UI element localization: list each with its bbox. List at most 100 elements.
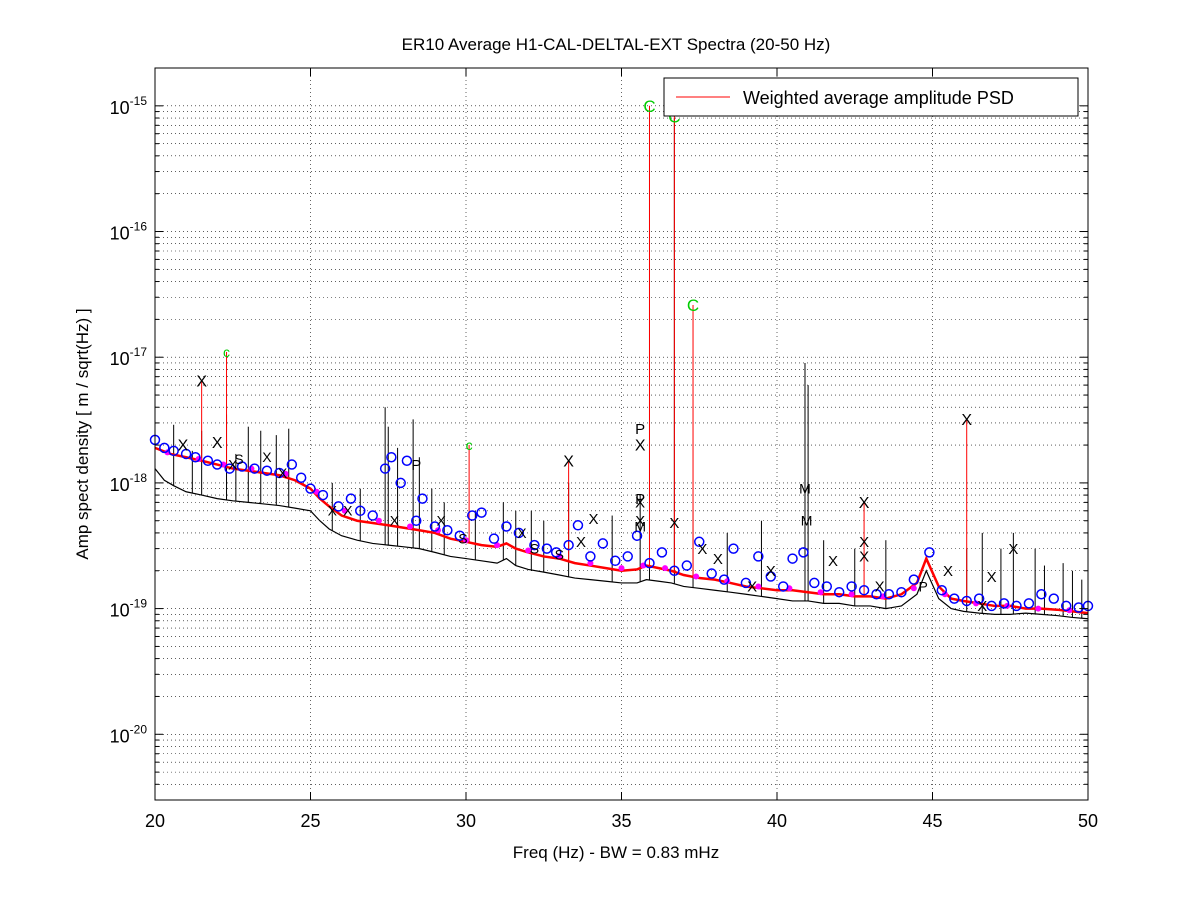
blue-circle-marker — [949, 593, 960, 604]
y-tick-exponent: -19 — [130, 597, 148, 611]
magenta-point — [463, 537, 469, 544]
line-marker: X — [669, 515, 679, 532]
blue-circle-marker — [694, 536, 705, 548]
blue-circle-marker — [644, 557, 655, 569]
magenta-point — [407, 523, 414, 530]
magenta-point — [1066, 607, 1073, 614]
blue-circle-marker — [501, 521, 512, 532]
x-tick-label: 45 — [922, 811, 942, 831]
blue-circle-marker — [798, 547, 809, 558]
magenta-point — [587, 560, 594, 567]
line-marker: X — [196, 373, 207, 390]
blue-circle-marker — [224, 463, 235, 474]
blue-circle-marker — [168, 445, 179, 457]
line-marker: P — [411, 457, 421, 474]
blue-circle-marker — [249, 463, 260, 474]
magenta-point — [618, 565, 625, 572]
blue-circle-marker — [631, 530, 643, 541]
blue-circle-marker — [410, 515, 422, 526]
line-marker: X — [987, 569, 997, 586]
magenta-point — [662, 565, 669, 572]
y-tick-exponent: -15 — [130, 94, 148, 108]
line-marker: X — [635, 513, 645, 530]
blue-circle-marker — [236, 461, 248, 472]
blue-circle-marker — [513, 527, 525, 539]
blue-circle-marker — [740, 577, 752, 589]
line-marker: X — [328, 503, 338, 519]
blue-circle-marker — [833, 586, 845, 598]
y-tick-label: 10-18 — [110, 471, 148, 495]
blue-circle-marker — [753, 551, 764, 562]
blue-circle-marker — [386, 451, 397, 463]
blue-circle-marker — [317, 489, 329, 501]
y-tick-base: 10 — [110, 475, 130, 495]
magenta-point — [341, 507, 348, 514]
line-marker: X — [875, 579, 885, 596]
line-marker: c — [223, 344, 230, 360]
line-marker: X — [228, 456, 238, 472]
blue-circle-marker — [1048, 593, 1060, 604]
line-marker: M — [801, 513, 813, 529]
blue-circle-marker — [858, 584, 870, 596]
blue-circle-marker — [541, 543, 553, 554]
line-marker: X — [828, 553, 838, 570]
line-marker: X — [635, 438, 646, 455]
line-marker: X — [747, 579, 757, 596]
x-tick-label: 25 — [300, 811, 320, 831]
line-marker: X — [178, 438, 189, 455]
magenta-point — [1035, 605, 1042, 612]
line-marker: X — [635, 495, 645, 512]
line-marker: X — [576, 534, 586, 551]
blue-circle-marker — [787, 553, 798, 564]
blue-circle-marker — [973, 593, 985, 604]
line-marker: c — [466, 437, 473, 453]
line-marker: X — [961, 412, 972, 429]
blue-circle-marker — [597, 538, 609, 549]
blue-circle-marker — [961, 595, 972, 607]
blue-circle-marker — [821, 581, 833, 592]
y-tick-exponent: -16 — [130, 220, 148, 234]
blue-circle-marker — [610, 555, 621, 567]
blue-circle-marker — [718, 574, 730, 585]
line-marker: S — [458, 531, 467, 547]
blue-circle-marker — [333, 501, 344, 512]
y-tick-base: 10 — [110, 224, 130, 244]
blue-circle-marker — [379, 463, 391, 474]
line-marker: X — [343, 503, 353, 519]
legend-label: Weighted average amplitude PSD — [743, 88, 1014, 108]
blue-circle-marker — [986, 600, 997, 612]
magenta-point — [848, 591, 855, 598]
y-tick-exponent: -17 — [130, 345, 148, 359]
magenta-point — [910, 585, 917, 592]
blue-circle-marker — [180, 448, 192, 460]
blue-circle-marker — [1060, 600, 1072, 612]
y-tick-base: 10 — [110, 98, 130, 118]
line-marker: M — [634, 518, 646, 534]
y-tick-label: 10-19 — [110, 597, 148, 621]
blue-circle-marker — [871, 589, 882, 600]
blue-circle-marker — [476, 507, 487, 518]
line-marker: X — [1008, 541, 1018, 558]
blue-circle-marker — [550, 547, 562, 558]
x-axis-label: Freq (Hz) - BW = 0.83 mHz — [513, 843, 719, 862]
y-tick-label: 10-15 — [110, 94, 148, 118]
y-tick-base: 10 — [110, 726, 130, 746]
line-marker: X — [697, 541, 707, 558]
blue-circle-marker — [429, 521, 441, 532]
blue-circle-marker — [563, 539, 574, 551]
y-tick-label: 10-16 — [110, 220, 148, 244]
blue-circle-marker — [572, 520, 584, 531]
line-marker: S — [530, 541, 539, 557]
blue-circle-marker — [883, 589, 895, 600]
blue-circle-marker — [896, 586, 907, 598]
magenta-point — [525, 547, 532, 554]
x-tick-label: 50 — [1078, 811, 1098, 831]
blue-circle-marker — [159, 442, 170, 454]
line-marker: S — [555, 546, 564, 562]
line-marker: X — [212, 435, 223, 452]
blue-circle-marker — [355, 505, 366, 517]
blue-circle-marker — [454, 530, 466, 541]
